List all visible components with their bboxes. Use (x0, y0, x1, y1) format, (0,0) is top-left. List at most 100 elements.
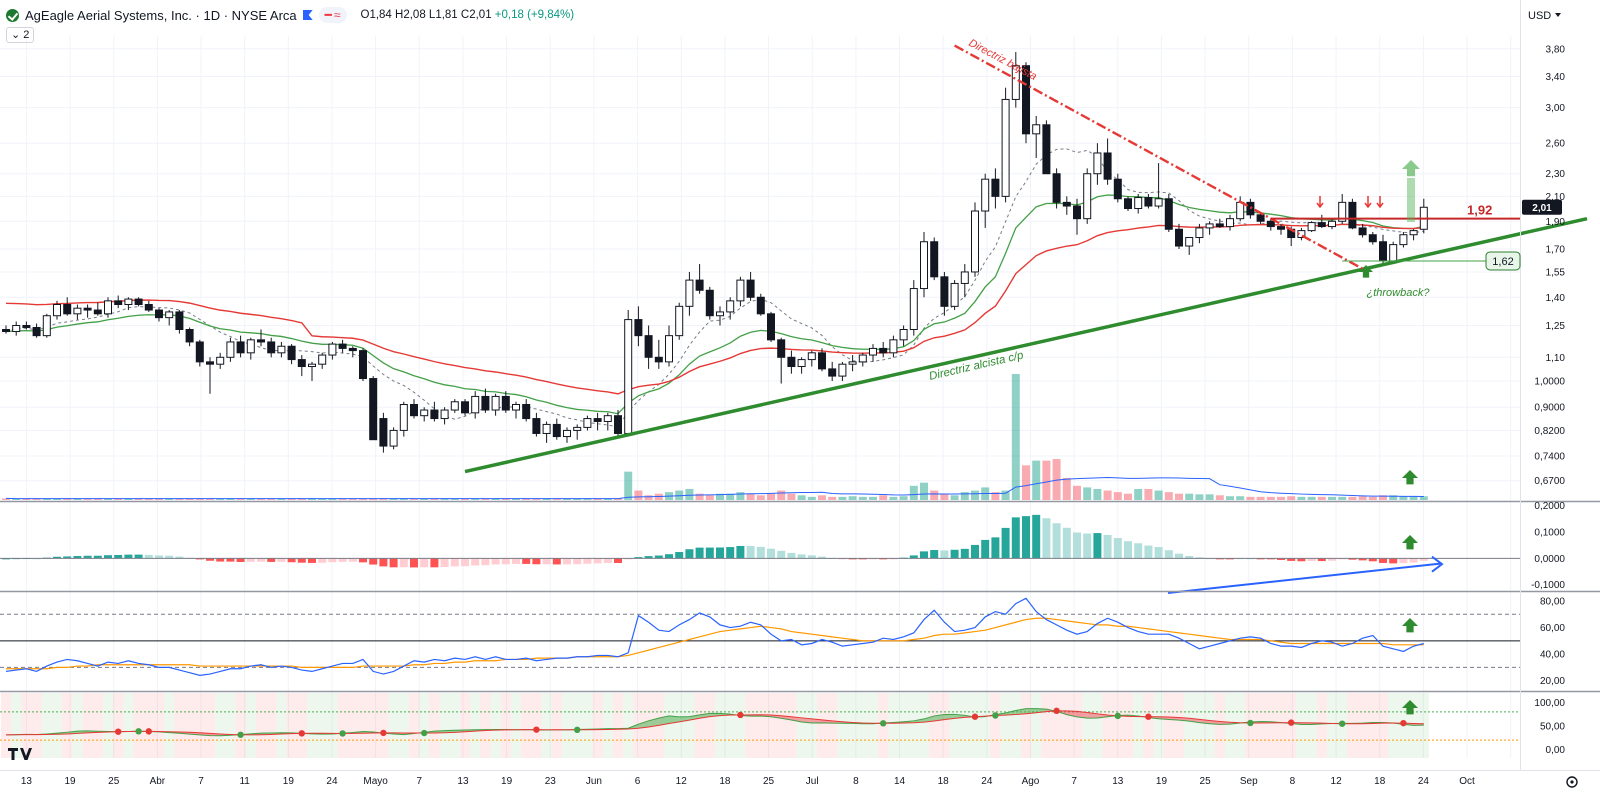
candle[interactable] (1032, 116, 1041, 159)
candle[interactable] (960, 264, 969, 298)
candle[interactable] (318, 352, 327, 369)
candle[interactable] (93, 302, 102, 316)
candle[interactable] (614, 410, 622, 437)
candle[interactable] (563, 427, 571, 443)
candle[interactable] (12, 321, 21, 336)
candle[interactable] (981, 173, 990, 228)
candle[interactable] (430, 401, 439, 422)
candle[interactable] (716, 306, 724, 326)
candle[interactable] (1093, 143, 1102, 185)
trend-lines[interactable] (464, 44, 1588, 474)
candle[interactable] (2, 325, 10, 334)
candle[interactable] (481, 388, 490, 413)
candle[interactable] (1317, 214, 1326, 228)
candle[interactable] (348, 346, 357, 358)
candle[interactable] (1307, 221, 1316, 232)
candle[interactable] (308, 361, 316, 382)
candle[interactable] (879, 341, 888, 358)
candle[interactable] (53, 300, 61, 320)
candle[interactable] (63, 297, 72, 316)
candle[interactable] (1113, 173, 1122, 203)
candle[interactable] (114, 295, 123, 309)
candle[interactable] (909, 280, 918, 336)
downtrend-line[interactable] (954, 44, 1364, 270)
flag-icon[interactable] (302, 10, 313, 20)
candle[interactable] (675, 302, 684, 340)
candle[interactable] (155, 308, 163, 322)
candle[interactable] (767, 311, 775, 342)
candle[interactable] (450, 399, 459, 413)
candle[interactable] (277, 341, 286, 358)
candle[interactable] (287, 344, 296, 365)
candle[interactable] (104, 297, 112, 318)
candle[interactable] (267, 337, 276, 358)
candle[interactable] (389, 427, 398, 450)
candle[interactable] (583, 415, 592, 431)
candle[interactable] (185, 327, 194, 347)
indicator-toggle[interactable]: ⌄ 2 (6, 27, 35, 43)
candle[interactable] (1052, 168, 1061, 209)
candle[interactable] (634, 306, 643, 347)
candle[interactable] (1124, 196, 1132, 212)
candle[interactable] (359, 348, 367, 382)
candle[interactable] (1185, 237, 1194, 255)
candle[interactable] (1205, 221, 1214, 235)
candle[interactable] (777, 337, 786, 384)
candle[interactable] (22, 321, 31, 330)
candle[interactable] (593, 412, 602, 431)
candle[interactable] (532, 412, 541, 437)
candle[interactable] (134, 297, 143, 307)
candle[interactable] (297, 355, 306, 377)
candle[interactable] (1358, 223, 1367, 238)
candle[interactable] (552, 418, 561, 440)
candle[interactable] (869, 344, 877, 362)
candle[interactable] (1154, 163, 1163, 209)
candle[interactable] (1399, 231, 1408, 248)
candle[interactable] (461, 399, 469, 416)
candle[interactable] (756, 293, 765, 316)
pane-separators[interactable] (0, 0, 1600, 771)
candle[interactable] (828, 361, 837, 382)
candle[interactable] (42, 313, 51, 338)
candle[interactable] (705, 286, 714, 320)
candle[interactable] (1144, 194, 1153, 209)
candle[interactable] (471, 391, 480, 419)
candle[interactable] (246, 337, 255, 360)
candle[interactable] (940, 271, 949, 316)
candle[interactable] (512, 401, 520, 419)
candle[interactable] (410, 399, 418, 419)
candle[interactable] (195, 339, 204, 367)
candle[interactable] (838, 361, 847, 382)
candle[interactable] (736, 276, 745, 307)
candle[interactable] (1409, 229, 1418, 241)
candle[interactable] (83, 304, 92, 318)
candle[interactable] (1266, 218, 1275, 231)
candle[interactable] (603, 412, 612, 431)
candle[interactable] (1215, 218, 1224, 228)
candle[interactable] (1103, 138, 1112, 185)
candle[interactable] (328, 341, 337, 360)
candle[interactable] (1226, 214, 1234, 231)
candle[interactable] (124, 297, 133, 311)
candle[interactable] (216, 352, 225, 369)
candle[interactable] (1022, 62, 1030, 144)
candle[interactable] (654, 339, 663, 369)
candle[interactable] (685, 271, 694, 316)
candle[interactable] (144, 300, 153, 312)
candle[interactable] (991, 168, 1000, 209)
candle[interactable] (338, 339, 347, 353)
candle[interactable] (950, 280, 959, 311)
candle[interactable] (175, 310, 184, 334)
candle[interactable] (807, 350, 816, 367)
candle[interactable] (818, 348, 826, 372)
candle[interactable] (1042, 120, 1051, 175)
candle[interactable] (440, 407, 449, 425)
candle[interactable] (32, 323, 41, 338)
time-axis[interactable]: 13 19 25 Abr 7 11 19 24 Mayo 7 13 19 23 Jun 6 12 18 25 Jul… (21, 776, 1578, 788)
candle[interactable] (1328, 218, 1336, 230)
candle[interactable] (369, 376, 378, 441)
currency-selector[interactable]: USD (1528, 10, 1561, 22)
candle[interactable] (644, 325, 653, 369)
candle[interactable] (573, 424, 582, 440)
